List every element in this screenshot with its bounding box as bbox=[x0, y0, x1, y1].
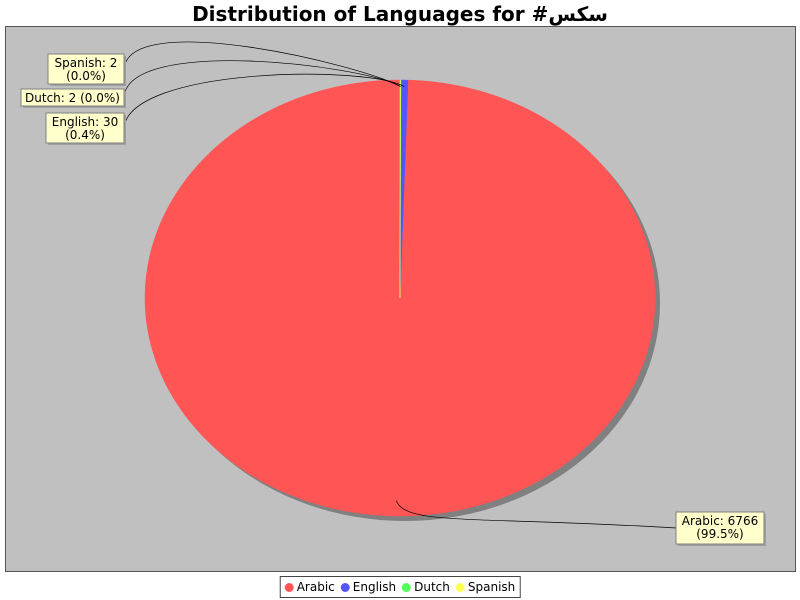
callout-label-arabic-line1: Arabic: 6766 bbox=[682, 514, 758, 528]
pie-callouts: Arabic: 6766(99.5%) English: 30(0.4%) Dutc… bbox=[20, 41, 766, 546]
legend-item-arabic: Arabic bbox=[284, 579, 335, 595]
legend: Arabic English Dutch Spanish bbox=[279, 576, 521, 598]
legend-item-spanish: Spanish bbox=[455, 579, 516, 595]
callout-label-arabic-line2: (99.5%) bbox=[696, 527, 743, 541]
callout-label-english-line2: (0.4%) bbox=[65, 128, 105, 142]
chart-title: Distribution of Languages for #سكس bbox=[192, 2, 608, 26]
callout-box-arabic bbox=[675, 511, 765, 545]
legend-label-dutch: Dutch bbox=[414, 580, 450, 594]
pie-slices bbox=[144, 79, 656, 517]
callout-line-arabic bbox=[395, 500, 677, 529]
legend-item-english: English bbox=[340, 579, 397, 595]
legend-label-english: English bbox=[352, 580, 397, 594]
legend-swatch-dutch bbox=[402, 582, 412, 592]
callout-box-dutch bbox=[20, 88, 125, 107]
legend-swatch-english bbox=[340, 582, 350, 592]
legend-label-arabic: Arabic bbox=[296, 580, 335, 594]
callout-line-spanish bbox=[123, 41, 401, 87]
legend-swatch-arabic bbox=[284, 582, 294, 592]
callout-box-spanish bbox=[47, 53, 125, 85]
callout-box-english bbox=[45, 112, 125, 144]
callout-label-spanish-line1: Spanish: 2 bbox=[55, 56, 118, 70]
legend-label-spanish: Spanish bbox=[467, 580, 516, 594]
legend-swatch-spanish bbox=[455, 582, 465, 592]
callout-label-spanish-line2: (0.0%) bbox=[66, 69, 106, 83]
callout-label-english-line1: English: 30 bbox=[52, 115, 118, 129]
legend-item-dutch: Dutch bbox=[402, 579, 450, 595]
callout-label-dutch-line1: Dutch: 2 (0.0%) bbox=[25, 91, 120, 105]
